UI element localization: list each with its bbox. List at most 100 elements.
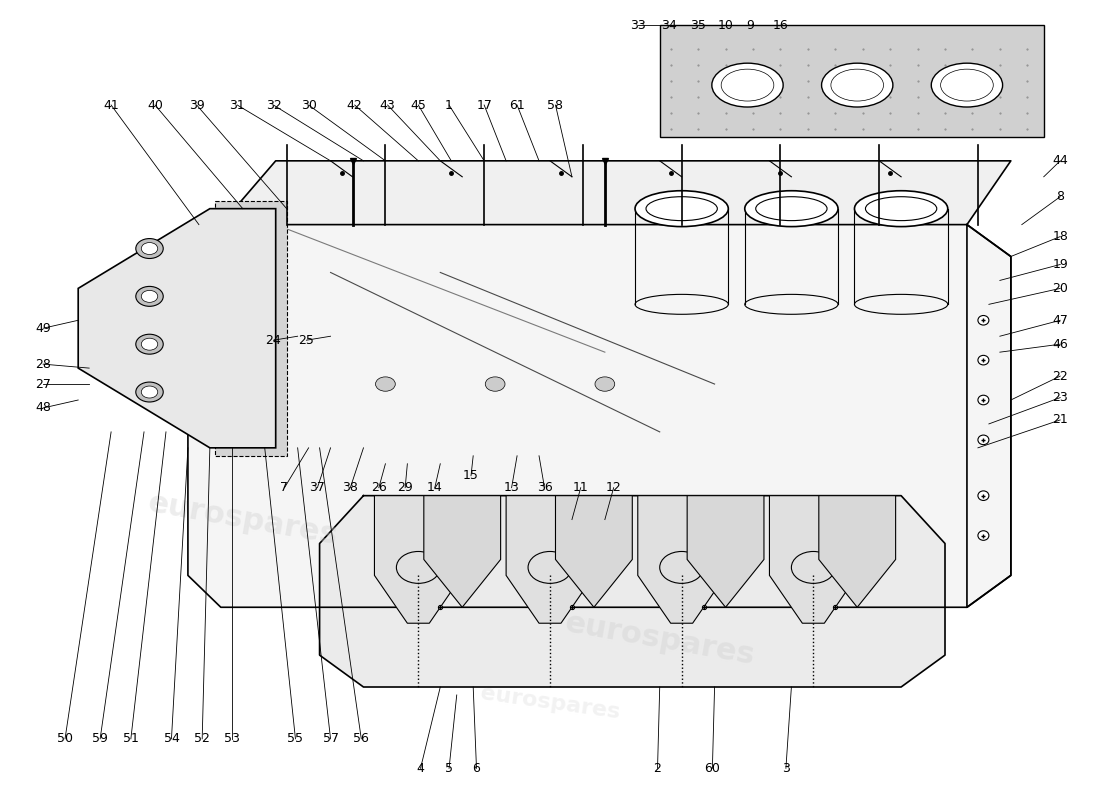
Ellipse shape	[375, 377, 395, 391]
Text: 19: 19	[1053, 258, 1068, 271]
Ellipse shape	[978, 530, 989, 540]
Ellipse shape	[978, 395, 989, 405]
Text: 60: 60	[704, 762, 720, 775]
Ellipse shape	[745, 190, 838, 226]
Text: 11: 11	[573, 481, 588, 494]
Ellipse shape	[635, 190, 728, 226]
Text: 52: 52	[195, 732, 210, 746]
Polygon shape	[424, 496, 500, 607]
Text: 6: 6	[473, 762, 481, 775]
Text: 42: 42	[346, 98, 363, 111]
Text: 21: 21	[1053, 414, 1068, 426]
Text: 58: 58	[548, 98, 563, 111]
Ellipse shape	[978, 355, 989, 365]
Ellipse shape	[978, 435, 989, 445]
Polygon shape	[506, 496, 594, 623]
Polygon shape	[660, 26, 1044, 137]
Text: 4: 4	[417, 762, 425, 775]
Text: 35: 35	[690, 19, 706, 32]
Text: 29: 29	[397, 481, 412, 494]
Ellipse shape	[141, 290, 157, 302]
Text: eurospares: eurospares	[562, 608, 757, 670]
Text: 50: 50	[57, 732, 73, 746]
Ellipse shape	[141, 386, 157, 398]
Text: 55: 55	[287, 732, 304, 746]
Text: 37: 37	[309, 481, 326, 494]
Text: 43: 43	[379, 98, 396, 111]
Ellipse shape	[485, 377, 505, 391]
Text: 20: 20	[1053, 282, 1068, 295]
Text: eurospares: eurospares	[145, 489, 340, 550]
Text: 25: 25	[298, 334, 315, 346]
Ellipse shape	[141, 338, 157, 350]
Text: 61: 61	[509, 98, 525, 111]
Text: 36: 36	[537, 481, 552, 494]
Polygon shape	[818, 496, 895, 607]
Text: 16: 16	[772, 19, 789, 32]
Text: 28: 28	[35, 358, 51, 370]
Text: 40: 40	[147, 98, 163, 111]
Text: 45: 45	[410, 98, 427, 111]
Text: 8: 8	[1056, 190, 1064, 203]
Text: 30: 30	[300, 98, 317, 111]
Text: 22: 22	[1053, 370, 1068, 382]
Text: 31: 31	[230, 98, 245, 111]
Ellipse shape	[822, 63, 893, 107]
Ellipse shape	[932, 63, 1002, 107]
Text: eurospares: eurospares	[478, 683, 622, 722]
Text: 57: 57	[322, 732, 339, 746]
Polygon shape	[967, 225, 1011, 607]
Text: 34: 34	[661, 19, 676, 32]
Text: 49: 49	[35, 322, 51, 334]
Text: 27: 27	[35, 378, 51, 390]
Text: 59: 59	[92, 732, 108, 746]
Ellipse shape	[141, 242, 157, 254]
Ellipse shape	[135, 334, 163, 354]
Polygon shape	[188, 225, 1011, 607]
Text: 48: 48	[35, 402, 51, 414]
Polygon shape	[688, 496, 764, 607]
Text: 3: 3	[782, 762, 790, 775]
Text: 12: 12	[606, 481, 621, 494]
Text: 24: 24	[265, 334, 282, 346]
Polygon shape	[638, 496, 726, 623]
Text: 2: 2	[653, 762, 661, 775]
Text: 56: 56	[353, 732, 370, 746]
Text: 15: 15	[463, 470, 478, 482]
Ellipse shape	[978, 315, 989, 325]
Ellipse shape	[595, 377, 615, 391]
Text: 17: 17	[476, 98, 492, 111]
Polygon shape	[556, 496, 632, 607]
Text: 53: 53	[224, 732, 240, 746]
Ellipse shape	[978, 491, 989, 501]
Text: 1: 1	[446, 98, 453, 111]
Ellipse shape	[135, 286, 163, 306]
Text: 51: 51	[123, 732, 139, 746]
Polygon shape	[374, 496, 462, 623]
Text: 46: 46	[1053, 338, 1068, 350]
Text: 7: 7	[280, 481, 288, 494]
Polygon shape	[769, 496, 857, 623]
Text: 39: 39	[189, 98, 205, 111]
Text: 44: 44	[1053, 154, 1068, 167]
Polygon shape	[221, 161, 1011, 225]
Polygon shape	[78, 209, 276, 448]
Ellipse shape	[712, 63, 783, 107]
Text: 38: 38	[342, 481, 359, 494]
Ellipse shape	[135, 382, 163, 402]
Text: 18: 18	[1053, 230, 1068, 243]
Text: 14: 14	[427, 481, 442, 494]
Text: 54: 54	[164, 732, 179, 746]
Text: 26: 26	[371, 481, 387, 494]
Text: 41: 41	[103, 98, 119, 111]
Polygon shape	[320, 496, 945, 687]
Text: 33: 33	[630, 19, 646, 32]
Ellipse shape	[855, 190, 948, 226]
Text: 47: 47	[1053, 314, 1068, 326]
Text: 10: 10	[717, 19, 734, 32]
Text: 23: 23	[1053, 391, 1068, 404]
Ellipse shape	[135, 238, 163, 258]
Polygon shape	[216, 201, 287, 456]
Text: 32: 32	[265, 98, 282, 111]
Text: 13: 13	[504, 481, 519, 494]
